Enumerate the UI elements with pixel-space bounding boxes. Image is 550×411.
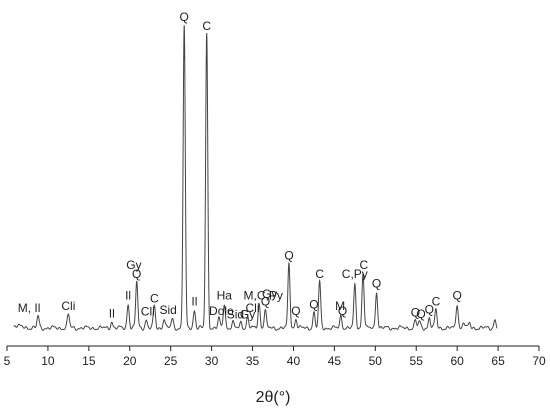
peak-label: Q <box>180 10 189 24</box>
peak-label: C <box>359 258 368 272</box>
peak-label: Il <box>191 295 197 309</box>
peak-label: Q <box>411 305 420 319</box>
peak-label: Q <box>453 289 462 303</box>
peak-label: M,C,Py <box>244 289 283 303</box>
x-axis-title: 2θ(°) <box>256 389 291 406</box>
x-tick-label: 50 <box>369 354 383 368</box>
x-tick-label: 45 <box>328 354 342 368</box>
x-tick-label: 10 <box>41 354 55 368</box>
peak-label: Gy <box>126 258 141 272</box>
x-tick-label: 70 <box>532 354 546 368</box>
peak-label: C <box>150 292 159 306</box>
peak-label: C <box>202 19 211 33</box>
x-tick-label: 30 <box>205 354 219 368</box>
x-tick-label: 60 <box>450 354 464 368</box>
peak-label: Sid <box>227 308 244 322</box>
peak-label: Q <box>291 304 300 318</box>
peak-label: Gy <box>262 287 277 301</box>
peak-label: M, Il <box>18 301 41 315</box>
x-tick-label: 55 <box>410 354 424 368</box>
peak-label: Sid <box>160 303 177 317</box>
x-tick-label: 65 <box>491 354 505 368</box>
peak-label: Q <box>284 249 293 263</box>
peak-label: C <box>432 295 441 309</box>
x-axis-ticks: 5 10 15 20 25 30 35 40 45 50 55 60 65 70 <box>4 346 546 368</box>
peak-label: Cli <box>246 301 260 315</box>
peak-label: Cli <box>61 299 75 313</box>
peak-label: Q <box>416 307 425 321</box>
peak-label: Q <box>372 276 381 290</box>
x-tick-label: 25 <box>164 354 178 368</box>
peak-label: Q <box>261 295 270 309</box>
peak-label: Q <box>425 302 434 316</box>
peak-label: Q <box>309 298 318 312</box>
peak-label: Q <box>132 267 141 281</box>
x-tick-label: 35 <box>246 354 260 368</box>
x-tick-label: 15 <box>82 354 96 368</box>
peak-label: Ha <box>217 289 233 303</box>
peak-label: Gy <box>240 308 255 322</box>
peak-label: Il <box>125 289 131 303</box>
xrd-spectrum-line <box>13 25 498 331</box>
peak-label: Il <box>109 306 115 320</box>
peak-label: C <box>315 267 324 281</box>
x-tick-label: 5 <box>4 354 11 368</box>
x-tick-label: 20 <box>123 354 137 368</box>
peak-label: Dolo <box>209 304 234 318</box>
peak-label: Cli <box>141 304 155 318</box>
peak-label: Q <box>338 304 347 318</box>
x-tick-label: 40 <box>287 354 301 368</box>
peak-label: C,Py <box>342 267 368 281</box>
peak-label: M <box>335 299 345 313</box>
